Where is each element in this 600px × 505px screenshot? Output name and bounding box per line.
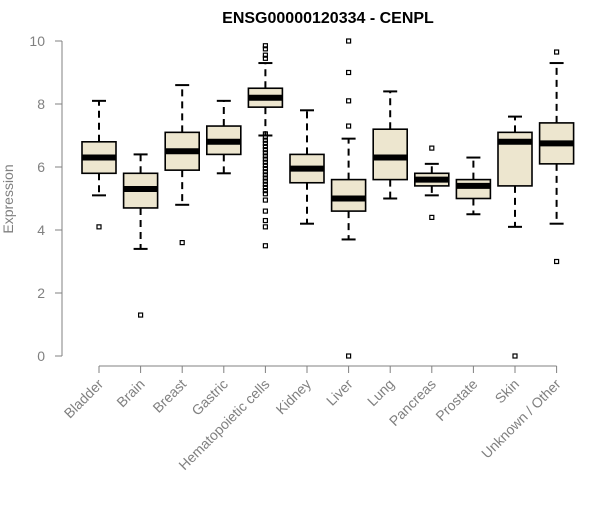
outlier-point bbox=[262, 150, 268, 156]
outlier-point bbox=[262, 208, 268, 214]
outlier-point bbox=[262, 134, 268, 140]
box-group bbox=[413, 145, 450, 220]
outlier-point bbox=[262, 169, 268, 175]
outlier-point bbox=[346, 123, 352, 129]
outlier-point bbox=[346, 38, 352, 44]
y-tick-label: 2 bbox=[37, 285, 45, 301]
outlier-point bbox=[262, 188, 268, 194]
outlier-point bbox=[262, 159, 268, 165]
outlier-point bbox=[262, 131, 268, 137]
iqr-box bbox=[372, 128, 409, 181]
box-group bbox=[247, 43, 284, 249]
outlier-point bbox=[553, 49, 560, 55]
outlier-point bbox=[262, 243, 268, 249]
outlier-point bbox=[262, 197, 268, 203]
x-tick-label: Liver bbox=[323, 376, 356, 409]
box-group bbox=[81, 99, 117, 230]
outlier-point bbox=[262, 156, 268, 162]
outlier-point bbox=[262, 165, 268, 172]
box-group bbox=[122, 153, 159, 318]
box-group bbox=[164, 84, 200, 246]
outlier-point bbox=[262, 137, 268, 143]
y-axis-label: Expression bbox=[0, 164, 16, 233]
y-axis: 0 2 4 6 8 10 bbox=[29, 33, 63, 364]
outlier-point bbox=[262, 175, 268, 181]
y-tick-label: 8 bbox=[37, 96, 45, 112]
outlier-point bbox=[179, 240, 185, 246]
outlier-point bbox=[96, 224, 102, 230]
box-group bbox=[330, 38, 367, 359]
box-group bbox=[497, 115, 533, 359]
outlier-point bbox=[262, 52, 268, 58]
outlier-point bbox=[346, 353, 352, 359]
box-group bbox=[289, 109, 325, 225]
box-group bbox=[206, 99, 242, 175]
iqr-box bbox=[330, 178, 367, 212]
box-group bbox=[538, 49, 575, 265]
outlier-point bbox=[262, 172, 268, 178]
outlier-point bbox=[138, 312, 144, 318]
outlier-point bbox=[262, 178, 268, 184]
x-tick-label: Kidney bbox=[273, 376, 315, 418]
outlier-point bbox=[262, 153, 268, 159]
outlier-point bbox=[346, 69, 352, 76]
outlier-point bbox=[553, 258, 560, 265]
outlier-point bbox=[262, 191, 268, 197]
outlier-point bbox=[429, 145, 435, 151]
iqr-box bbox=[455, 178, 492, 200]
outlier-point bbox=[262, 184, 268, 191]
y-tick-label: 10 bbox=[29, 33, 45, 49]
outlier-point bbox=[429, 214, 435, 220]
y-tick-label: 4 bbox=[37, 222, 45, 238]
x-tick-label: Breast bbox=[149, 376, 189, 416]
x-tick-label: Skin bbox=[492, 376, 523, 407]
outlier-point bbox=[262, 224, 268, 230]
outlier-point bbox=[262, 181, 268, 187]
outlier-point bbox=[262, 143, 268, 150]
box-group bbox=[455, 156, 492, 216]
outlier-point bbox=[262, 147, 268, 153]
outlier-point bbox=[262, 43, 268, 49]
x-tick-label: Lung bbox=[364, 376, 397, 409]
box-group bbox=[372, 90, 409, 200]
y-tick-label: 6 bbox=[37, 159, 45, 175]
x-tick-label: Bladder bbox=[61, 376, 107, 422]
y-tick-label: 0 bbox=[37, 348, 45, 364]
outlier-point bbox=[262, 217, 268, 224]
chart-title: ENSG00000120334 - CENPL bbox=[222, 10, 434, 27]
outlier-point bbox=[262, 55, 268, 61]
outlier-point bbox=[262, 140, 268, 146]
x-tick-label: Prostate bbox=[432, 376, 480, 424]
outlier-point bbox=[262, 162, 268, 169]
outlier-point bbox=[512, 353, 518, 359]
outlier-point bbox=[346, 98, 352, 104]
outlier-point bbox=[262, 46, 268, 52]
x-tick-label: Brain bbox=[113, 376, 147, 410]
boxes bbox=[81, 38, 575, 359]
x-tick-label: Unknown / Other bbox=[478, 376, 564, 462]
